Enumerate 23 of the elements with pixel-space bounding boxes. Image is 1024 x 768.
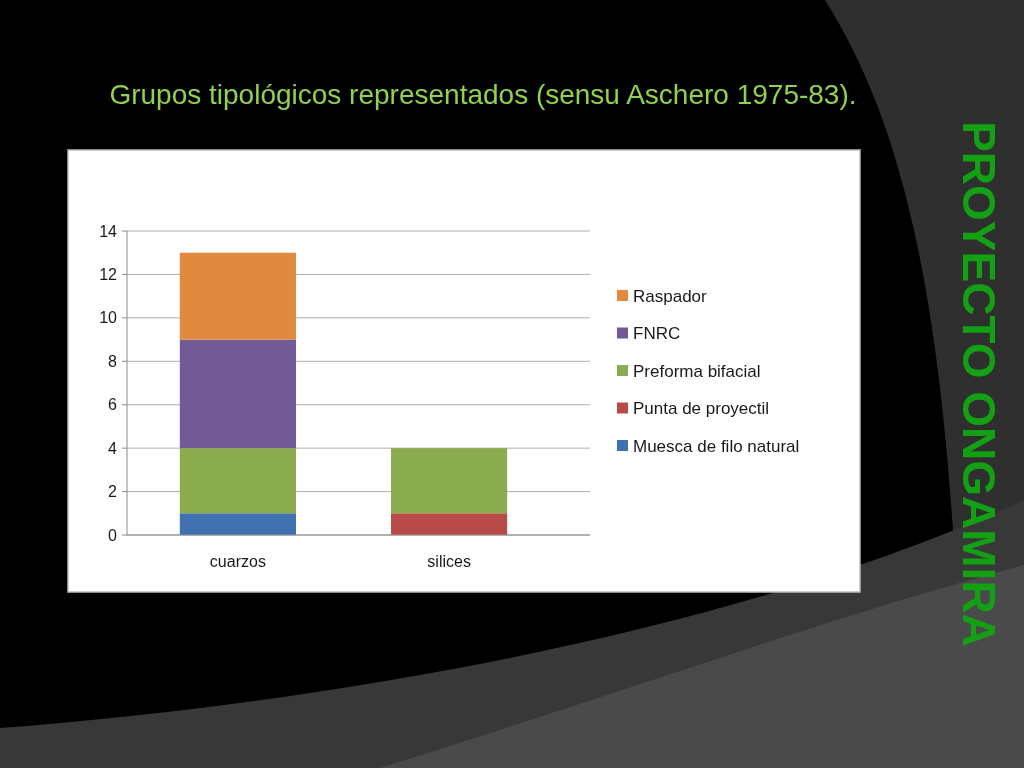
- y-tick-label: 4: [108, 439, 118, 457]
- legend-label: Raspador: [633, 286, 708, 306]
- y-tick-label: 10: [99, 309, 118, 327]
- x-tick-label: cuarzos: [209, 553, 266, 570]
- chart-title: Grupos tipológicos representados (sensu Aschero 1975-83).: [109, 79, 857, 110]
- bar: [179, 339, 296, 449]
- bar: [391, 448, 508, 514]
- y-tick-label: 8: [108, 352, 118, 370]
- legend-label: Preforma bifacial: [633, 361, 761, 381]
- y-tick-label: 12: [99, 266, 118, 284]
- y-tick-label: 0: [108, 526, 118, 544]
- legend-label: FNRC: [633, 324, 681, 344]
- y-tick-label: 14: [99, 222, 118, 240]
- y-tick-label: 6: [108, 396, 118, 414]
- text: PROYECTO ONGAMIRA: [953, 121, 1005, 647]
- legend-label: Muesca de filo natural: [633, 436, 800, 456]
- bar: [179, 252, 296, 340]
- bar: [179, 448, 296, 514]
- x-tick-label: silices: [427, 553, 471, 570]
- legend-label: Punta de proyectil: [633, 399, 770, 419]
- bar: [179, 513, 296, 535]
- bar: [391, 513, 508, 535]
- y-tick-label: 2: [108, 483, 118, 501]
